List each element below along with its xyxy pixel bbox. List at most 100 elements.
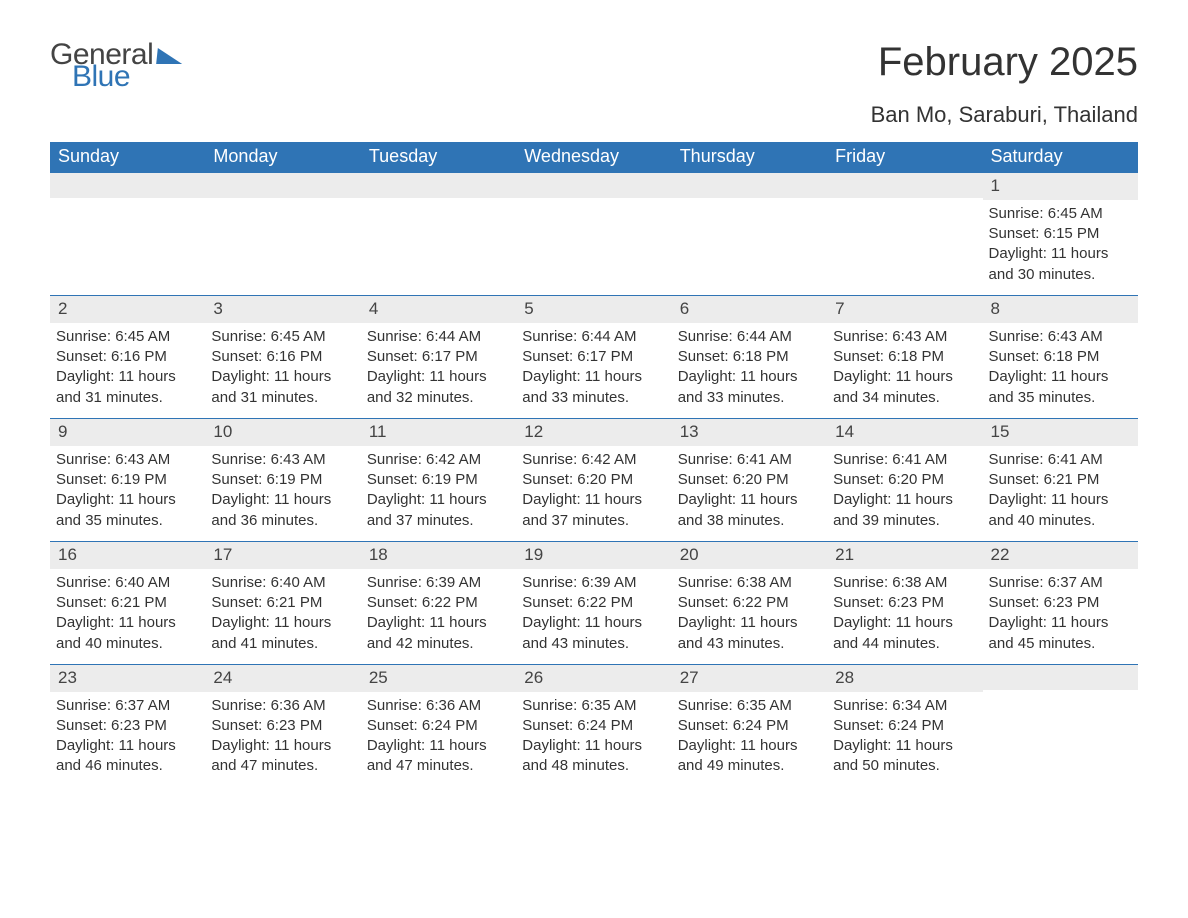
sunrise-text: Sunrise: 6:42 AM xyxy=(367,450,510,470)
sunrise-text: Sunrise: 6:44 AM xyxy=(367,327,510,347)
day-number: 8 xyxy=(983,296,1138,323)
day-number: 10 xyxy=(205,419,360,446)
daylight-text: Daylight: 11 hours and 35 minutes. xyxy=(989,367,1132,408)
calendar-day: 27Sunrise: 6:35 AMSunset: 6:24 PMDayligh… xyxy=(672,665,827,787)
day-number xyxy=(983,665,1138,690)
sunrise-text: Sunrise: 6:39 AM xyxy=(522,573,665,593)
daylight-text: Daylight: 11 hours and 34 minutes. xyxy=(833,367,976,408)
sunset-text: Sunset: 6:21 PM xyxy=(56,593,199,613)
daylight-text: Daylight: 11 hours and 31 minutes. xyxy=(211,367,354,408)
day-number: 3 xyxy=(205,296,360,323)
sunset-text: Sunset: 6:16 PM xyxy=(211,347,354,367)
sunrise-text: Sunrise: 6:45 AM xyxy=(56,327,199,347)
day-number: 9 xyxy=(50,419,205,446)
daylight-text: Daylight: 11 hours and 43 minutes. xyxy=(678,613,821,654)
calendar-day xyxy=(983,665,1138,787)
calendar-day: 6Sunrise: 6:44 AMSunset: 6:18 PMDaylight… xyxy=(672,296,827,418)
dow-friday: Friday xyxy=(827,142,982,173)
sunset-text: Sunset: 6:23 PM xyxy=(211,716,354,736)
dow-thursday: Thursday xyxy=(672,142,827,173)
daylight-text: Daylight: 11 hours and 50 minutes. xyxy=(833,736,976,777)
calendar: Sunday Monday Tuesday Wednesday Thursday… xyxy=(50,142,1138,787)
logo: General Blue xyxy=(50,40,183,92)
sunset-text: Sunset: 6:19 PM xyxy=(56,470,199,490)
daylight-text: Daylight: 11 hours and 33 minutes. xyxy=(522,367,665,408)
daylight-text: Daylight: 11 hours and 41 minutes. xyxy=(211,613,354,654)
sunrise-text: Sunrise: 6:41 AM xyxy=(678,450,821,470)
sunrise-text: Sunrise: 6:40 AM xyxy=(211,573,354,593)
sunset-text: Sunset: 6:18 PM xyxy=(678,347,821,367)
daylight-text: Daylight: 11 hours and 35 minutes. xyxy=(56,490,199,531)
sunrise-text: Sunrise: 6:43 AM xyxy=(989,327,1132,347)
day-number: 24 xyxy=(205,665,360,692)
calendar-day: 28Sunrise: 6:34 AMSunset: 6:24 PMDayligh… xyxy=(827,665,982,787)
calendar-day xyxy=(827,173,982,295)
sunrise-text: Sunrise: 6:42 AM xyxy=(522,450,665,470)
daylight-text: Daylight: 11 hours and 40 minutes. xyxy=(989,490,1132,531)
calendar-week: 1Sunrise: 6:45 AMSunset: 6:15 PMDaylight… xyxy=(50,173,1138,295)
calendar-day: 23Sunrise: 6:37 AMSunset: 6:23 PMDayligh… xyxy=(50,665,205,787)
daylight-text: Daylight: 11 hours and 43 minutes. xyxy=(522,613,665,654)
daylight-text: Daylight: 11 hours and 47 minutes. xyxy=(211,736,354,777)
calendar-day: 20Sunrise: 6:38 AMSunset: 6:22 PMDayligh… xyxy=(672,542,827,664)
day-number: 4 xyxy=(361,296,516,323)
calendar-week: 2Sunrise: 6:45 AMSunset: 6:16 PMDaylight… xyxy=(50,295,1138,418)
title-block: February 2025 Ban Mo, Saraburi, Thailand xyxy=(871,40,1138,128)
logo-text-blue: Blue xyxy=(72,62,183,92)
day-number: 7 xyxy=(827,296,982,323)
sunrise-text: Sunrise: 6:43 AM xyxy=(56,450,199,470)
sunset-text: Sunset: 6:17 PM xyxy=(367,347,510,367)
day-number: 22 xyxy=(983,542,1138,569)
day-of-week-header: Sunday Monday Tuesday Wednesday Thursday… xyxy=(50,142,1138,173)
sunrise-text: Sunrise: 6:37 AM xyxy=(56,696,199,716)
sunrise-text: Sunrise: 6:40 AM xyxy=(56,573,199,593)
daylight-text: Daylight: 11 hours and 37 minutes. xyxy=(367,490,510,531)
day-number xyxy=(827,173,982,198)
calendar-week: 16Sunrise: 6:40 AMSunset: 6:21 PMDayligh… xyxy=(50,541,1138,664)
sunrise-text: Sunrise: 6:44 AM xyxy=(678,327,821,347)
daylight-text: Daylight: 11 hours and 38 minutes. xyxy=(678,490,821,531)
calendar-day: 25Sunrise: 6:36 AMSunset: 6:24 PMDayligh… xyxy=(361,665,516,787)
sunrise-text: Sunrise: 6:41 AM xyxy=(989,450,1132,470)
calendar-day xyxy=(516,173,671,295)
calendar-day: 18Sunrise: 6:39 AMSunset: 6:22 PMDayligh… xyxy=(361,542,516,664)
daylight-text: Daylight: 11 hours and 31 minutes. xyxy=(56,367,199,408)
location-text: Ban Mo, Saraburi, Thailand xyxy=(871,102,1138,128)
calendar-day: 16Sunrise: 6:40 AMSunset: 6:21 PMDayligh… xyxy=(50,542,205,664)
day-number: 27 xyxy=(672,665,827,692)
day-number: 18 xyxy=(361,542,516,569)
sunrise-text: Sunrise: 6:35 AM xyxy=(522,696,665,716)
sunset-text: Sunset: 6:15 PM xyxy=(989,224,1132,244)
day-number xyxy=(361,173,516,198)
calendar-week: 23Sunrise: 6:37 AMSunset: 6:23 PMDayligh… xyxy=(50,664,1138,787)
sunset-text: Sunset: 6:24 PM xyxy=(833,716,976,736)
daylight-text: Daylight: 11 hours and 46 minutes. xyxy=(56,736,199,777)
daylight-text: Daylight: 11 hours and 36 minutes. xyxy=(211,490,354,531)
calendar-day xyxy=(205,173,360,295)
daylight-text: Daylight: 11 hours and 37 minutes. xyxy=(522,490,665,531)
daylight-text: Daylight: 11 hours and 49 minutes. xyxy=(678,736,821,777)
header: General Blue February 2025 Ban Mo, Sarab… xyxy=(50,40,1138,128)
sunset-text: Sunset: 6:18 PM xyxy=(833,347,976,367)
dow-tuesday: Tuesday xyxy=(361,142,516,173)
day-number: 2 xyxy=(50,296,205,323)
dow-sunday: Sunday xyxy=(50,142,205,173)
calendar-day xyxy=(672,173,827,295)
calendar-day: 3Sunrise: 6:45 AMSunset: 6:16 PMDaylight… xyxy=(205,296,360,418)
calendar-day: 4 Sunrise: 6:44 AMSunset: 6:17 PMDaylight… xyxy=(361,296,516,418)
sunset-text: Sunset: 6:21 PM xyxy=(989,470,1132,490)
daylight-text: Daylight: 11 hours and 32 minutes. xyxy=(367,367,510,408)
calendar-day: 2Sunrise: 6:45 AMSunset: 6:16 PMDaylight… xyxy=(50,296,205,418)
dow-monday: Monday xyxy=(205,142,360,173)
sunset-text: Sunset: 6:19 PM xyxy=(367,470,510,490)
calendar-day xyxy=(50,173,205,295)
calendar-day: 1Sunrise: 6:45 AMSunset: 6:15 PMDaylight… xyxy=(983,173,1138,295)
day-number: 1 xyxy=(983,173,1138,200)
sunrise-text: Sunrise: 6:41 AM xyxy=(833,450,976,470)
day-number: 23 xyxy=(50,665,205,692)
sunset-text: Sunset: 6:22 PM xyxy=(678,593,821,613)
day-number: 20 xyxy=(672,542,827,569)
calendar-day: 19Sunrise: 6:39 AMSunset: 6:22 PMDayligh… xyxy=(516,542,671,664)
day-number: 25 xyxy=(361,665,516,692)
calendar-day xyxy=(361,173,516,295)
